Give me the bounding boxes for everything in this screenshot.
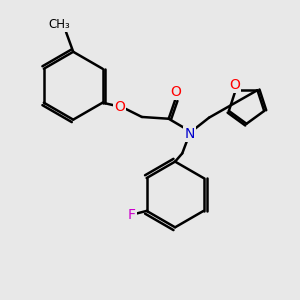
Text: O: O bbox=[170, 85, 181, 99]
Text: O: O bbox=[230, 78, 240, 92]
Text: CH₃: CH₃ bbox=[49, 18, 70, 31]
Text: O: O bbox=[114, 100, 125, 114]
Text: F: F bbox=[128, 208, 136, 222]
Text: N: N bbox=[184, 127, 195, 141]
